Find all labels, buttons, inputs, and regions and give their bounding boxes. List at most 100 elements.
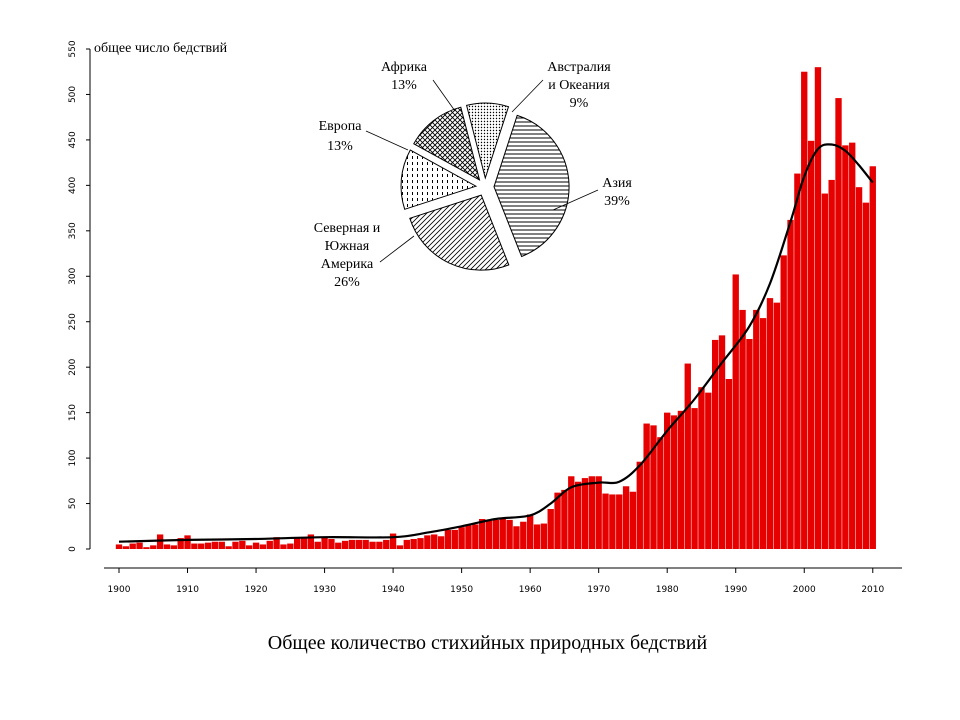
- bar: [163, 544, 171, 549]
- bar: [677, 410, 685, 549]
- bar: [568, 476, 575, 549]
- bar: [739, 309, 746, 549]
- y-tick-label: 0: [68, 546, 78, 552]
- pie-slice-asia: [493, 114, 570, 258]
- bar: [821, 193, 828, 550]
- bar: [835, 98, 842, 549]
- bar: [266, 540, 273, 549]
- bar: [869, 166, 876, 549]
- bar: [616, 494, 623, 549]
- bar: [479, 519, 486, 549]
- bar: [300, 538, 308, 549]
- x-tick-label: 1970: [587, 585, 610, 595]
- bar: [718, 335, 726, 549]
- y-tick-label: 150: [68, 404, 78, 421]
- bar: [520, 521, 527, 549]
- bar: [732, 274, 739, 549]
- bar: [417, 538, 424, 549]
- bar: [451, 529, 458, 549]
- bar: [485, 520, 493, 549]
- x-tick-label: 1950: [450, 585, 473, 595]
- bar: [691, 408, 698, 549]
- bar: [259, 544, 267, 549]
- bar: [595, 476, 602, 549]
- bar: [307, 534, 315, 549]
- pie-slice-africa: [413, 106, 481, 181]
- bar: [170, 545, 177, 549]
- bar: [753, 309, 760, 549]
- bar: [862, 202, 870, 549]
- bar: [746, 339, 753, 549]
- bars: [115, 67, 876, 550]
- bar: [657, 437, 664, 549]
- x-tick-label: 1900: [108, 585, 131, 595]
- bar: [780, 255, 787, 550]
- bar: [335, 542, 342, 549]
- bar: [280, 544, 287, 549]
- bar: [362, 539, 369, 549]
- bar: [643, 423, 650, 549]
- bar: [191, 543, 198, 549]
- pie-label-text: 9%: [570, 96, 589, 111]
- x-tick-label: 1910: [176, 585, 199, 595]
- y-tick-label: 200: [68, 358, 78, 375]
- axes: [89, 49, 902, 569]
- bar: [444, 529, 452, 549]
- bar: [794, 173, 801, 550]
- pie-slice-europe: [400, 149, 478, 210]
- bar: [150, 545, 157, 549]
- x-tick-label: 1990: [724, 585, 747, 595]
- bar: [588, 476, 595, 549]
- bar: [369, 541, 376, 549]
- pie-label-text: 13%: [391, 78, 417, 93]
- bar: [814, 67, 822, 550]
- bar: [499, 519, 506, 549]
- pie-label-text: Австралия: [547, 60, 611, 75]
- bar: [533, 524, 541, 549]
- bar: [383, 539, 390, 549]
- chart-caption: Общее количество стихийных природных бед…: [267, 632, 708, 654]
- bar: [273, 537, 280, 549]
- pie-label-text: Южная: [325, 239, 370, 254]
- bar: [136, 542, 143, 549]
- bar: [246, 545, 253, 549]
- pie-label-text: и Океания: [548, 78, 610, 93]
- bar: [773, 302, 781, 549]
- bar: [787, 219, 794, 549]
- bar: [574, 481, 582, 549]
- bar: [177, 538, 184, 549]
- bar: [636, 461, 643, 549]
- bar: [424, 535, 431, 549]
- bar: [554, 492, 561, 549]
- bar: [828, 179, 835, 549]
- bar: [314, 541, 321, 549]
- bar: [403, 539, 410, 549]
- pie-chart: [400, 102, 570, 271]
- bar: [664, 412, 671, 549]
- bar: [670, 415, 678, 549]
- bar: [629, 491, 637, 549]
- y-tick-label: 400: [68, 177, 78, 194]
- bar: [506, 519, 513, 549]
- y-tick-label: 100: [68, 449, 78, 466]
- pie-label-text: Северная и: [314, 221, 381, 236]
- y-tick-label: 350: [68, 222, 78, 239]
- pie-leader-lines: [365, 79, 599, 263]
- pie-label-text: 13%: [327, 139, 353, 154]
- y-tick-label: 50: [68, 498, 78, 510]
- x-tick-label: 1960: [519, 585, 542, 595]
- leader-africa: [432, 79, 456, 112]
- leader-america: [379, 235, 415, 263]
- x-tick-label: 1930: [313, 585, 336, 595]
- bar: [396, 545, 404, 549]
- y-tick-label: 500: [68, 86, 78, 103]
- pie-slice-australia: [465, 102, 510, 180]
- bar: [156, 534, 164, 549]
- y-ticks: 0 50 100 150 200 250 300 350 400 450 500 550: [68, 40, 90, 552]
- bar: [766, 298, 774, 549]
- bar: [540, 523, 548, 549]
- bar: [725, 379, 733, 549]
- bar: [547, 509, 554, 549]
- leader-australia: [511, 79, 544, 113]
